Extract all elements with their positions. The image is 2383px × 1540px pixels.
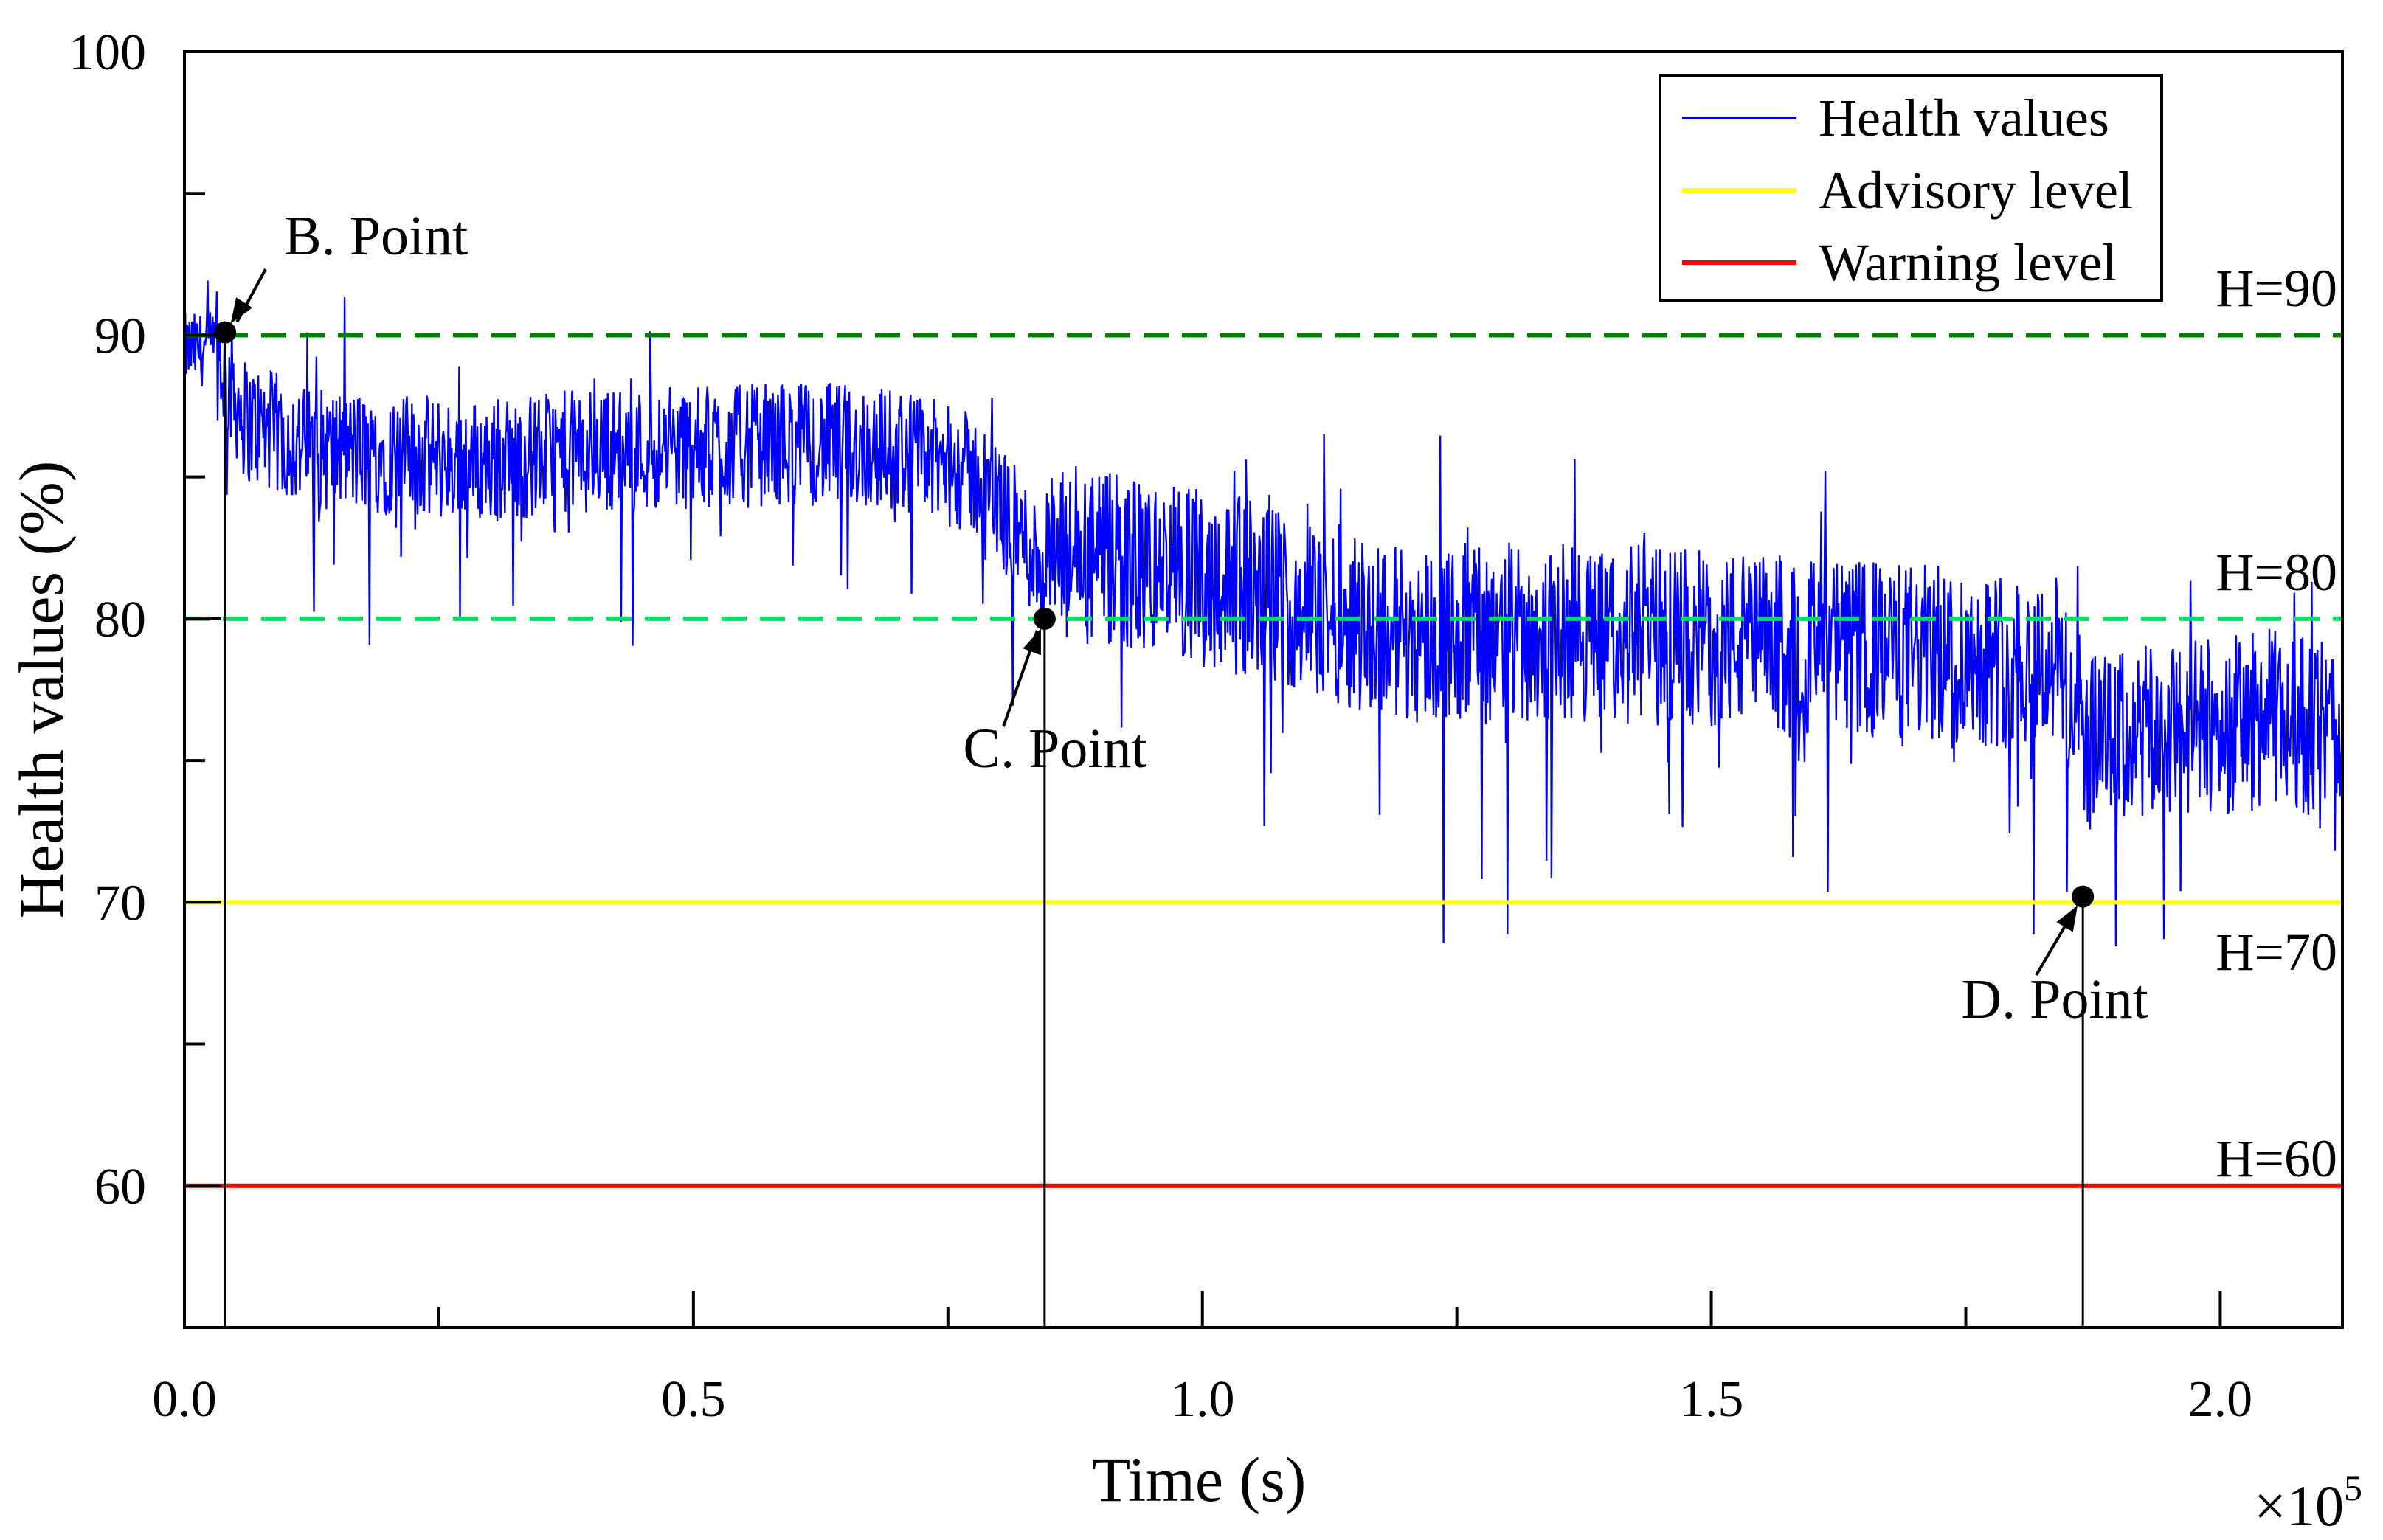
annotations-layer: B. Point C. Point D. Point H=90 H=80 H=70 H=60 (214, 205, 2337, 1328)
reference-label-h70: H=70 (2216, 923, 2337, 982)
annotation-arrowhead-0 (230, 297, 252, 324)
annotation-point-1 (1033, 607, 1056, 630)
x-tick-label: 0.0 (152, 1371, 217, 1428)
plot-frame (183, 50, 2344, 1329)
annotation-label-1: C. Point (963, 718, 1146, 780)
reference-label-h80: H=80 (2216, 543, 2337, 602)
series-health-values (184, 280, 2342, 946)
y-axis-label: Health values (%) (6, 461, 77, 919)
reference-lines-layer (184, 333, 2342, 1188)
series-layer (184, 280, 2342, 946)
x-multiplier-label: ×105 (2254, 1467, 2362, 1538)
x-tick-label: 1.5 (1679, 1371, 1744, 1428)
y-tick-label: 80 (94, 592, 146, 648)
x-axis-label: Time (s) (1092, 1444, 1307, 1515)
y-tick-label: 90 (94, 308, 146, 364)
legend: Health values Advisory level Warning level (1659, 74, 2163, 302)
reference-label-h60: H=60 (2216, 1129, 2337, 1188)
y-tick-label: 100 (69, 24, 146, 81)
annotation-arrowhead-2 (2056, 905, 2078, 932)
annotation-point-0 (214, 321, 237, 344)
annotation-arrowhead-1 (1023, 628, 1041, 656)
legend-label-0: Health values (1819, 89, 2109, 148)
legend-label-1: Advisory level (1819, 161, 2133, 220)
axes-layer: 0.0 0.5 1.0 1.5 2.0 60 70 80 90 100 (69, 24, 2344, 1428)
x-tick-label: 1.0 (1170, 1371, 1235, 1428)
x-tick-label: 2.0 (2188, 1371, 2253, 1428)
y-tick-label: 70 (94, 875, 146, 932)
legend-label-2: Warning level (1819, 233, 2117, 292)
x-tick-label: 0.5 (661, 1371, 726, 1428)
annotation-label-2: D. Point (1961, 968, 2148, 1030)
y-tick-label: 60 (94, 1159, 146, 1215)
annotation-label-0: B. Point (284, 205, 468, 267)
annotation-point-2 (2072, 885, 2095, 908)
reference-label-h90: H=90 (2216, 259, 2337, 318)
